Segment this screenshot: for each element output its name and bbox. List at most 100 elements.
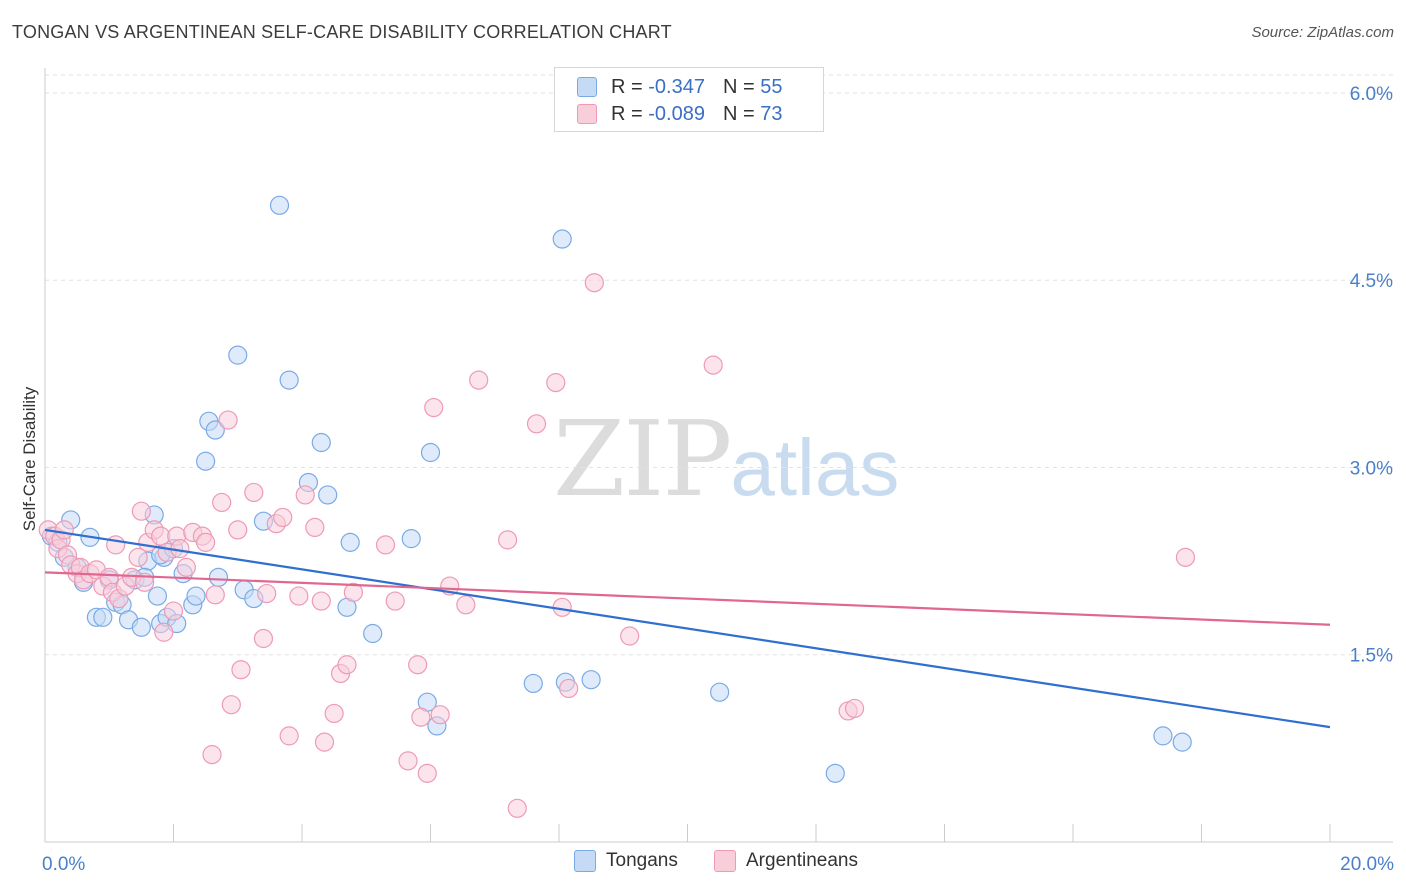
tick-labels: 1.5% 3.0% 4.5% 6.0% 0.0% 20.0% Self-Care Disab… (20, 84, 1394, 875)
data-point (279, 726, 299, 746)
data-point (93, 607, 113, 627)
legend-r-value: -0.089 (648, 102, 705, 125)
data-point (411, 707, 431, 727)
data-point (151, 526, 171, 546)
data-point (318, 485, 338, 505)
legend-series-name: Argentineans (746, 850, 858, 871)
data-point (147, 586, 168, 606)
data-point (231, 660, 251, 680)
data-point (311, 591, 331, 611)
data-point (131, 501, 151, 521)
legend-row-tongans: R = -0.347 N = 55 (577, 74, 782, 100)
argentineans-swatch-icon (577, 104, 597, 124)
legend-series-name: Tongans (606, 850, 678, 871)
data-point (546, 372, 566, 393)
tongans-swatch-icon (577, 77, 597, 97)
data-point (228, 520, 248, 540)
data-point (844, 698, 865, 719)
x-tick-label: 20.0% (1340, 854, 1394, 875)
data-point (620, 626, 640, 646)
data-point (202, 745, 222, 765)
y-tick-label: 1.5% (1350, 646, 1393, 667)
data-point (408, 655, 428, 675)
data-point (154, 622, 174, 642)
chart-title: TONGAN VS ARGENTINEAN SELF-CARE DISABILI… (12, 22, 672, 42)
legend-r-label: R = (611, 102, 643, 125)
data-point (186, 586, 206, 606)
data-point (703, 355, 723, 375)
data-point (134, 572, 155, 592)
legend-r-label: R = (611, 75, 643, 98)
legend-n-value: 55 (760, 75, 783, 98)
data-point (430, 705, 450, 725)
data-point (221, 695, 241, 715)
y-tick-label: 3.0% (1350, 458, 1393, 479)
data-point (401, 529, 421, 549)
correlation-legend: R = -0.347 N = 55 R = -0.089 N = 73 (554, 67, 824, 132)
legend-item-argentineans[interactable]: Argentineans (714, 850, 858, 872)
data-point (523, 673, 543, 694)
data-point (420, 442, 441, 463)
data-point (196, 451, 216, 471)
data-point (128, 547, 148, 567)
legend-r-value: -0.347 (648, 75, 705, 98)
data-point (498, 530, 518, 550)
x-tick-label: 0.0% (42, 854, 85, 875)
data-point (552, 229, 572, 249)
data-point (273, 507, 293, 528)
data-point (289, 586, 309, 606)
data-point (1172, 732, 1192, 752)
data-point (279, 370, 299, 390)
data-point (507, 798, 527, 818)
data-point (131, 617, 151, 637)
data-point (1175, 547, 1196, 567)
data-point (253, 628, 274, 649)
data-point (269, 195, 290, 215)
y-tick-label: 4.5% (1350, 271, 1393, 292)
series-tongans (41, 195, 1192, 783)
data-point (343, 582, 363, 602)
trend-lines (44, 528, 1331, 729)
y-tick-label: 6.0% (1350, 84, 1393, 105)
data-point (1153, 726, 1173, 746)
data-point (205, 420, 225, 440)
data-point (311, 432, 331, 453)
data-point (825, 763, 845, 783)
data-point (218, 410, 238, 430)
data-point (385, 591, 405, 611)
axes (44, 68, 1393, 843)
data-point (337, 655, 357, 675)
data-point (163, 601, 184, 621)
data-point (363, 623, 383, 644)
data-point (106, 535, 126, 555)
legend-item-tongans[interactable]: Tongans (574, 850, 678, 872)
data-point (212, 492, 232, 513)
data-point (257, 583, 277, 604)
data-point (305, 517, 325, 538)
data-point (244, 482, 264, 503)
data-point (398, 751, 418, 771)
data-point (228, 345, 248, 365)
data-point (196, 532, 216, 552)
data-point (208, 567, 229, 587)
data-point (526, 414, 547, 434)
data-point (424, 397, 444, 418)
data-point (581, 670, 601, 690)
data-point (584, 273, 604, 293)
legend-n-value: 73 (760, 102, 783, 125)
data-point (324, 703, 344, 724)
trend-line-argentineans (44, 571, 1331, 626)
data-point (314, 732, 335, 752)
tongans-legend-swatch-icon (574, 850, 596, 872)
data-point (54, 520, 74, 540)
legend-row-argentineans: R = -0.089 N = 73 (577, 101, 782, 127)
data-points (38, 195, 1196, 818)
watermark-zip: ZIP (553, 398, 732, 520)
trend-line-tongans (44, 528, 1331, 729)
data-point (559, 678, 579, 699)
data-point (469, 370, 489, 390)
y-axis-label: Self-Care Disability (20, 386, 39, 531)
series-legend: Tongans Argentineans (0, 850, 1406, 878)
data-point (710, 682, 730, 702)
